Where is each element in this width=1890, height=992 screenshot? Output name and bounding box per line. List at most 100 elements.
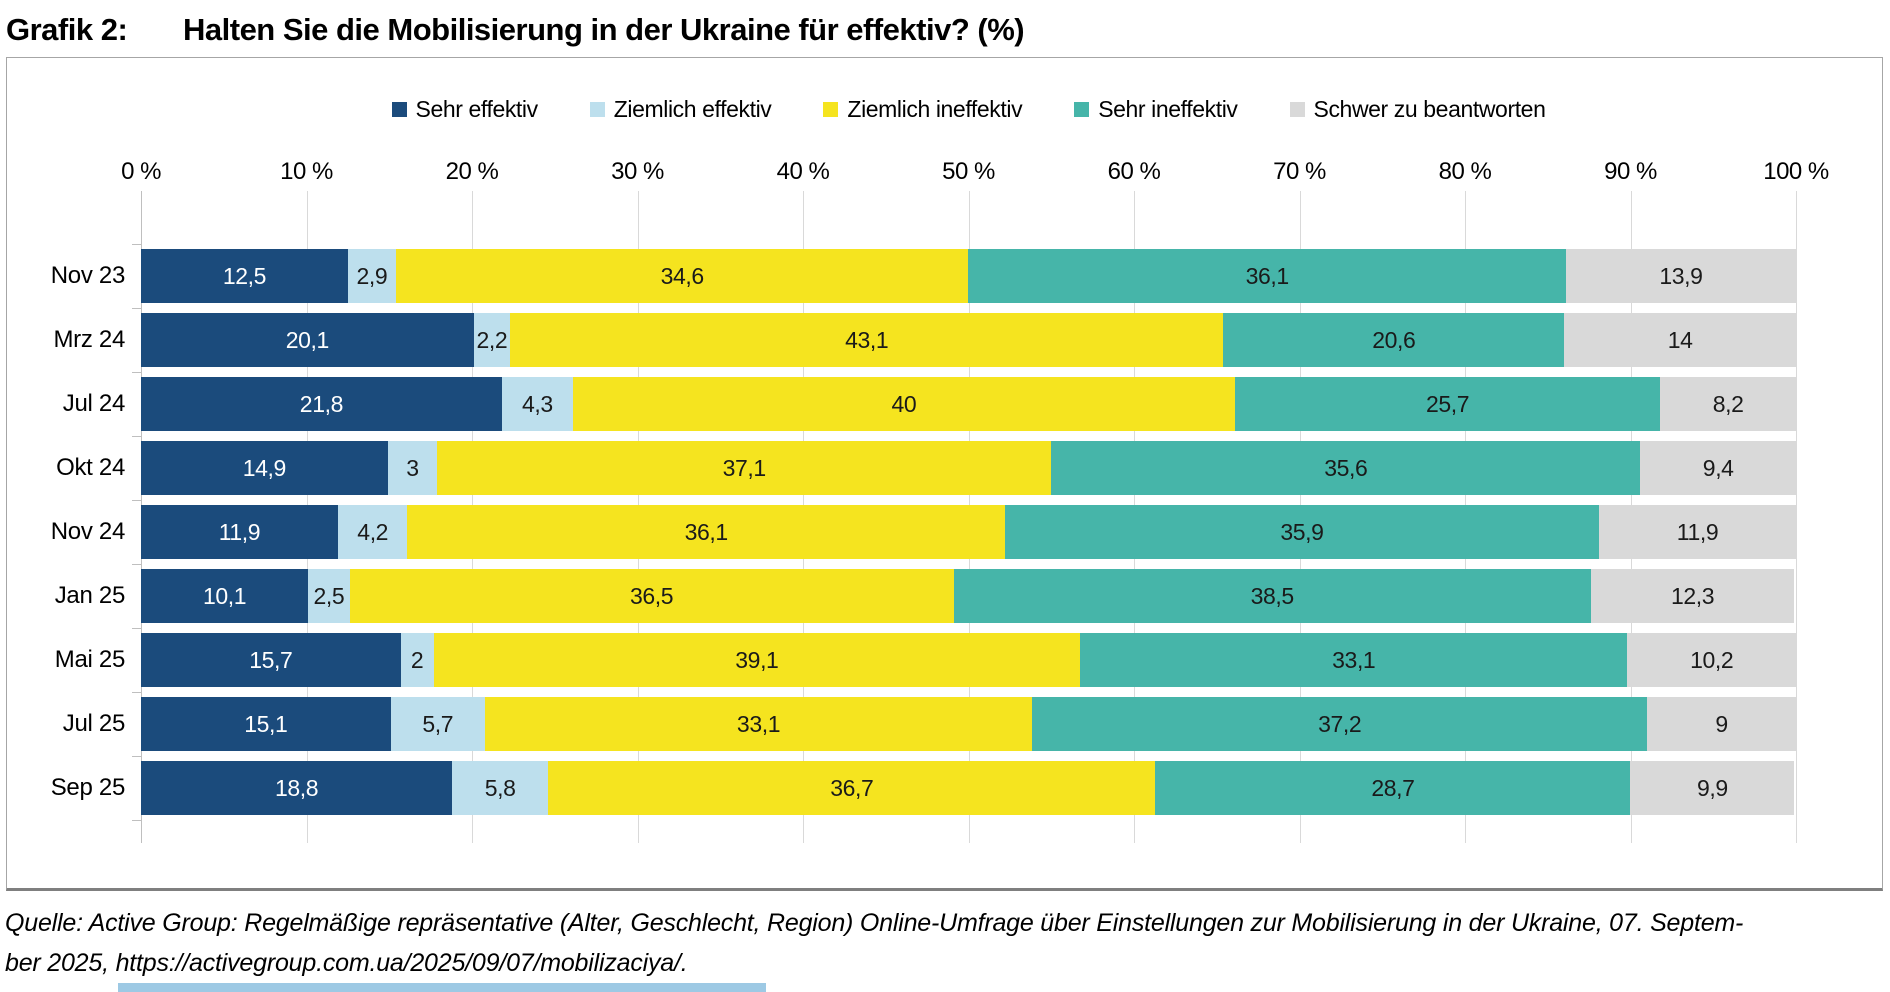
bar-segment-value: 33,1 (1332, 646, 1376, 673)
bar-segment-value: 36,1 (684, 518, 729, 545)
bar-segment-value: 43,1 (845, 326, 889, 353)
bar-segment: 37,2 (1032, 697, 1648, 751)
bar-segment-value: 15,7 (249, 646, 293, 673)
table-row: Jan 25 10,1 2,5 36,5 38,5 12,3 (55, 564, 1796, 628)
category-label: Mrz 24 (53, 326, 125, 353)
x-axis-tick-label: 90 % (1604, 158, 1657, 185)
bar-segment: 33,1 (484, 697, 1033, 751)
category-label: Jul 25 (62, 710, 126, 737)
bar-segment: 25,7 (1234, 377, 1661, 431)
category-label: Nov 24 (50, 518, 126, 545)
stacked-bar: 11,9 4,2 36,1 35,9 11,9 (141, 505, 1796, 559)
bar-segment-value: 35,9 (1280, 518, 1324, 545)
table-row: Okt 24 14,9 3 37,1 35,6 9,4 (56, 436, 1796, 500)
source-url-link[interactable]: https://activegroup.com.ua/2025/09/07/mo… (115, 949, 688, 977)
bar-segment: 36,7 (548, 761, 1156, 815)
bar-segment-value: 13,9 (1659, 262, 1703, 289)
legend-swatch-icon (589, 102, 605, 117)
bar-segment: 12,3 (1590, 569, 1795, 623)
url-underline-bar (118, 983, 766, 992)
bar-segment: 4,3 (501, 377, 573, 431)
bar-segment-value: 10,2 (1690, 646, 1734, 673)
bar-segment: 37,1 (437, 441, 1052, 495)
legend-item: Ziemlich effektiv (589, 96, 772, 123)
bar-segment-value: 9,9 (1697, 774, 1728, 801)
bar-segment-value: 39,1 (735, 646, 779, 673)
bar-segment-value: 36,7 (830, 774, 874, 801)
table-row: Jul 25 15,1 5,7 33,1 37,2 9 (63, 692, 1796, 756)
chart-title-row: Grafik 2: Halten Sie die Mobilisierung i… (0, 6, 1890, 54)
bar-segment-value: 20,6 (1372, 326, 1416, 353)
category-label: Mai 25 (54, 646, 126, 673)
source-note-line1: Quelle: Active Group: Regelmäßige repräs… (5, 909, 1744, 937)
y-axis-tick (132, 628, 141, 629)
bar-segment: 39,1 (433, 633, 1081, 687)
bar-segment: 28,7 (1155, 761, 1631, 815)
legend-swatch-icon (823, 102, 839, 117)
x-axis-tick-label: 80 % (1438, 158, 1492, 185)
legend-swatch-icon (1074, 102, 1090, 117)
bar-segment-value: 18,8 (274, 774, 319, 801)
source-note: Quelle: Active Group: Regelmäßige repräs… (5, 903, 1885, 983)
y-axis-tick (132, 436, 141, 437)
legend-label: Sehr ineffektiv (1098, 96, 1238, 122)
bar-segment-value: 14 (1667, 326, 1693, 353)
bar-segment: 9,4 (1640, 441, 1796, 495)
figure-number-label: Grafik 2: (6, 12, 128, 47)
legend-label: Ziemlich effektiv (613, 96, 772, 122)
bar-segment-value: 37,1 (722, 454, 767, 481)
bar-segment: 43,1 (510, 313, 1224, 367)
page-title: Halten Sie die Mobilisierung in der Ukra… (183, 12, 1025, 47)
bar-segment-value: 12,3 (1670, 582, 1715, 609)
stacked-bar: 20,1 2,2 43,1 20,6 14 (141, 313, 1796, 367)
bar-segment: 34,6 (395, 249, 969, 303)
bar-segment: 3 (387, 441, 438, 495)
bar-segment-value: 36,5 (629, 582, 674, 609)
bar-segment-value: 8,2 (1712, 390, 1744, 417)
x-axis-tick-label: 60 % (1107, 158, 1161, 185)
bar-segment-value: 11,9 (1676, 518, 1719, 545)
table-row: Jul 24 21,8 4,3 40 25,7 8,2 (63, 372, 1796, 436)
bar-segment: 4,2 (337, 505, 408, 559)
bar-segment-value: 34,6 (660, 262, 705, 289)
bar-segment: 18,8 (141, 761, 453, 815)
bar-segment-value: 2,5 (313, 582, 345, 609)
table-row: Nov 23 12,5 2,9 34,6 36,1 13,9 (51, 244, 1796, 308)
bar-segment-value: 2,2 (476, 326, 508, 353)
legend-item: Schwer zu beantworten (1289, 96, 1546, 123)
legend-label: Ziemlich ineffektiv (847, 96, 1023, 122)
legend-swatch-icon (391, 102, 407, 117)
y-axis-tick (132, 372, 141, 373)
table-row: Sep 25 18,8 5,8 36,7 28,7 9,9 (51, 756, 1796, 820)
bar-segment: 2 (400, 633, 434, 687)
stacked-bar: 14,9 3 37,1 35,6 9,4 (141, 441, 1796, 495)
y-axis-tick (132, 564, 141, 565)
source-note-line2-prefix: ber 2025, (5, 949, 116, 977)
bar-segment-value: 10,1 (202, 582, 247, 609)
bar-segment: 15,7 (141, 633, 401, 687)
x-axis: 0 % 10 % 20 % 30 % 40 % 50 % 60 % 70 % 80 % 90 % 1… (121, 158, 1829, 188)
bar-segment-value: 28,7 (1371, 774, 1415, 801)
x-axis-tick-label: 40 % (776, 158, 830, 185)
y-axis-tick (132, 692, 141, 693)
stacked-bar: 18,8 5,8 36,7 28,7 9,9 (141, 761, 1796, 815)
bar-segment: 10,1 (141, 569, 309, 623)
bar-segment-value: 25,7 (1426, 390, 1470, 417)
bar-segment: 40 (572, 377, 1235, 431)
category-label: Okt 24 (56, 454, 125, 481)
x-axis-tick-label: 20 % (445, 158, 499, 185)
y-axis-tick (132, 756, 141, 757)
x-axis-tick-label: 10 % (280, 158, 333, 185)
bar-segment-value: 35,6 (1324, 454, 1368, 481)
stacked-bar: 10,1 2,5 36,5 38,5 12,3 (141, 569, 1796, 623)
bar-segment: 36,1 (968, 249, 1566, 303)
bar-segment-value: 36,1 (1245, 262, 1290, 289)
y-axis-tick (132, 500, 141, 501)
bar-segment: 14,9 (141, 441, 388, 495)
bar-segment-value: 2,9 (356, 262, 388, 289)
bar-segment: 2,5 (308, 569, 350, 623)
bar-segment-value: 2 (410, 646, 424, 673)
bar-segment: 33,1 (1080, 633, 1628, 687)
bar-segment: 38,5 (953, 569, 1591, 623)
chart-frame: Sehr effektiv Ziemlich effektiv Ziemlich i… (6, 57, 1883, 891)
